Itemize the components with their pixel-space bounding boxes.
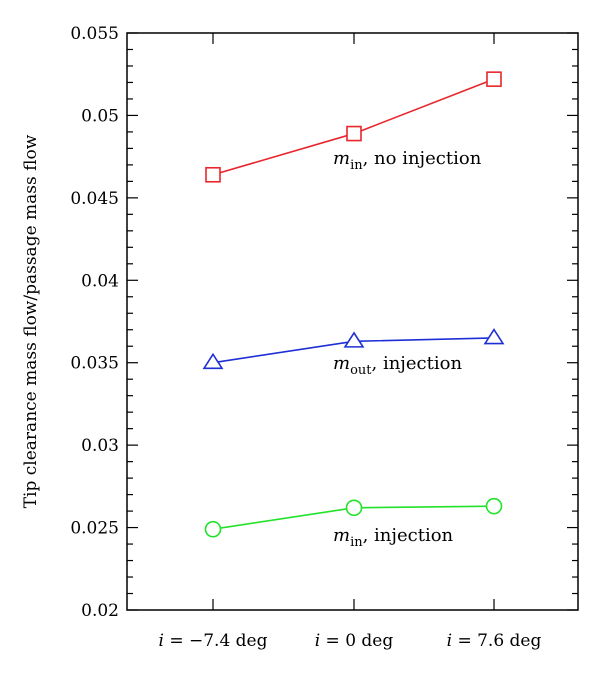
x-tick-label-var: i bbox=[447, 631, 452, 651]
series-label-text: , injection bbox=[363, 525, 454, 546]
data-point-circle bbox=[204, 520, 222, 538]
y-axis: 0.02 0.025 0.03 0.035 0.04 0.045 0.05 0.055 bbox=[70, 24, 578, 621]
series-label: min, no injection bbox=[333, 148, 482, 173]
series-label-var: m bbox=[333, 353, 350, 374]
y-axis-title: Tip clearance mass flow/passage mass flo… bbox=[21, 134, 41, 508]
x-axis: i = −7.4 deg i = 0 deg i = 7.6 deg bbox=[159, 33, 542, 651]
y-tick-label: 0.04 bbox=[81, 271, 119, 291]
x-tick-label-var: i bbox=[159, 631, 164, 651]
plot-frame bbox=[126, 32, 579, 611]
series-label-text: , injection bbox=[372, 353, 463, 374]
data-point-circle bbox=[485, 497, 503, 515]
x-tick-label-text: = 0 deg bbox=[320, 631, 393, 651]
series-0: min, no injection bbox=[205, 71, 502, 183]
y-tick-label: 0.03 bbox=[81, 436, 119, 456]
y-tick-label: 0.055 bbox=[70, 24, 119, 44]
x-tick-label-var: i bbox=[315, 631, 320, 651]
series-label-var: m bbox=[333, 148, 350, 169]
y-tick-label: 0.02 bbox=[81, 601, 119, 621]
x-tick-label-text: = 7.6 deg bbox=[452, 631, 541, 651]
data-point-triangle bbox=[483, 328, 505, 345]
x-tick-label-text: = −7.4 deg bbox=[164, 631, 268, 651]
x-tick-label: i = 7.6 deg bbox=[447, 631, 542, 651]
y-tick-label: 0.045 bbox=[70, 189, 119, 209]
y-tick-label: 0.05 bbox=[81, 106, 119, 126]
series-label: mout, injection bbox=[333, 353, 462, 378]
x-tick-label: i = 0 deg bbox=[315, 631, 394, 651]
series-label-text: , no injection bbox=[363, 148, 482, 169]
series-label-var: m bbox=[333, 525, 350, 546]
data-point-triangle bbox=[343, 331, 365, 348]
data-point-triangle bbox=[202, 352, 224, 370]
y-tick-label: 0.035 bbox=[70, 354, 119, 374]
data-point-square bbox=[486, 71, 502, 87]
data-point-square bbox=[205, 166, 221, 183]
data-point-circle bbox=[345, 499, 363, 517]
series-label-subscript: in bbox=[350, 535, 363, 550]
series-1: mout, injection bbox=[202, 328, 505, 378]
series-2: min, injection bbox=[204, 497, 503, 550]
series-label-subscript: out bbox=[350, 363, 372, 378]
series-label-subscript: in bbox=[350, 158, 363, 173]
x-tick-label: i = −7.4 deg bbox=[159, 631, 268, 651]
series-label: min, injection bbox=[333, 525, 454, 550]
y-tick-label: 0.025 bbox=[70, 519, 119, 539]
data-point-square bbox=[346, 125, 362, 142]
